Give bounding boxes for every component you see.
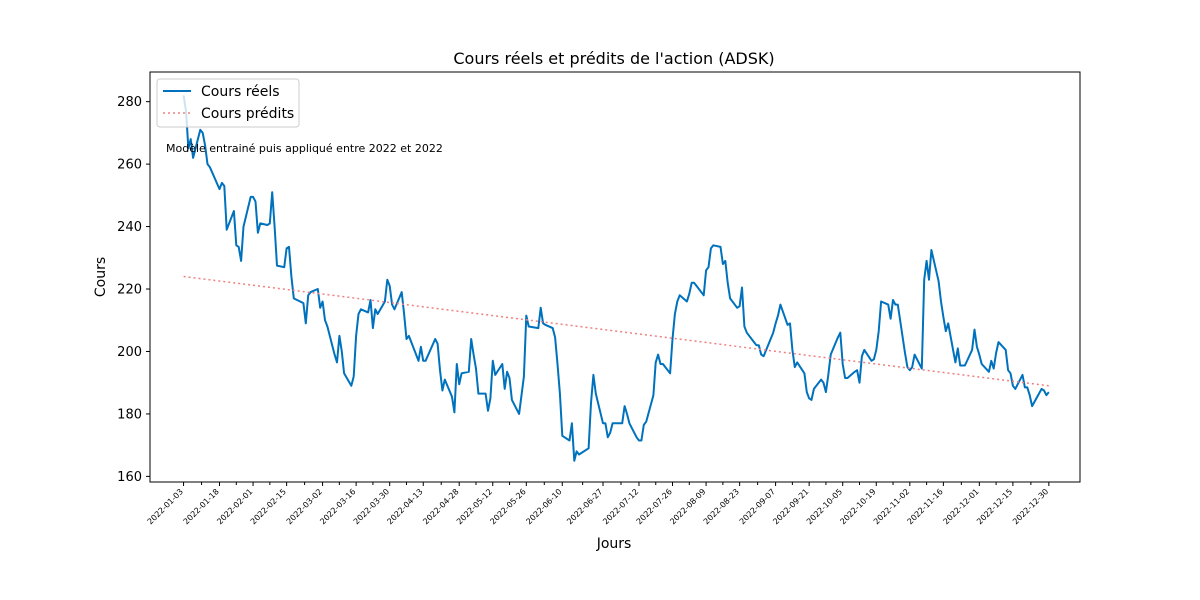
axes-frame [149,71,1081,483]
y-tick-label: 160 [117,470,142,485]
series-line-0 [182,95,1050,462]
y-tick-label: 240 [117,220,142,235]
y-tick-label: 260 [117,158,142,173]
y-tick-label: 200 [117,345,142,360]
y-tick-label: 220 [117,283,142,298]
legend-box [156,78,300,128]
y-tick-label: 180 [117,407,142,422]
y-axis: 160 180 200 220 240 260 280 [117,95,150,485]
legend: Cours réels Cours prédits [156,78,300,128]
series-layer [182,95,1050,462]
series-line-1 [183,275,1049,387]
x-axis-label: Jours [596,536,632,552]
legend-label-cours-reels: Cours réels [201,84,280,100]
y-tick-label: 280 [117,95,142,110]
y-axis-label: Cours [93,257,109,297]
annotation-text: Modèle entrainé puis appliqué entre 2022… [166,142,443,155]
legend-label-cours-predits: Cours prédits [201,106,294,122]
chart-title: Cours réels et prédits de l'action (ADSK… [453,49,774,68]
